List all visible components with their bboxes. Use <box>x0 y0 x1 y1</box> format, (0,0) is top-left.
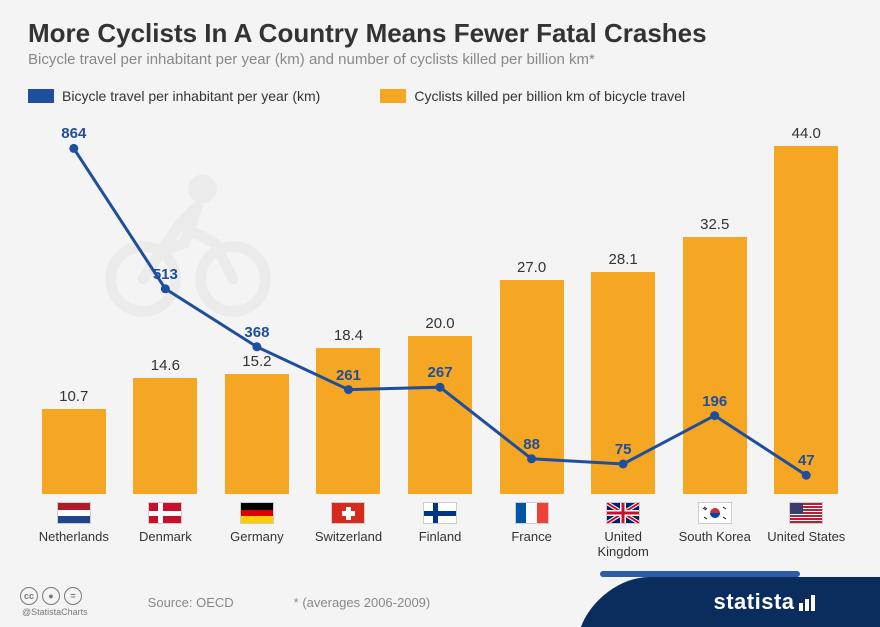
bar-value-label: 14.6 <box>151 357 180 374</box>
country-column: United States <box>761 502 853 560</box>
chart-header: More Cyclists In A Country Means Fewer F… <box>0 0 880 72</box>
country-name: United States <box>767 530 845 560</box>
bar-value-label: 10.7 <box>59 388 88 405</box>
chart-column: 15.2368 <box>211 374 303 494</box>
bar <box>408 336 472 494</box>
bar <box>225 374 289 494</box>
statista-logo: statista <box>713 589 816 615</box>
line-value-label: 196 <box>702 393 727 410</box>
country-column: Switzerland <box>303 502 395 560</box>
bar <box>774 146 838 494</box>
bar <box>133 378 197 494</box>
line-value-label: 513 <box>153 266 178 283</box>
chart-area: 10.786414.651315.236818.426120.026727.08… <box>28 114 852 494</box>
flag-icon <box>698 502 732 524</box>
country-column: South Korea <box>669 502 761 560</box>
bar-value-label: 27.0 <box>517 259 546 276</box>
country-name: South Korea <box>679 530 751 560</box>
bars-container: 10.786414.651315.236818.426120.026727.08… <box>28 114 852 494</box>
chart-column: 27.088 <box>486 280 578 494</box>
flag-icon <box>240 502 274 524</box>
source-text: Source: OECD <box>148 595 234 610</box>
chart-column: 14.6513 <box>120 378 212 494</box>
handle: @StatistaCharts <box>22 607 88 617</box>
cc-nd-icon: = <box>64 587 82 605</box>
chart-title: More Cyclists In A Country Means Fewer F… <box>28 18 852 49</box>
logo-container: statista <box>650 577 880 627</box>
flag-icon <box>148 502 182 524</box>
country-name: Netherlands <box>39 530 109 560</box>
country-column: France <box>486 502 578 560</box>
flag-icon <box>789 502 823 524</box>
chart-column: 32.5196 <box>669 237 761 494</box>
bar-value-label: 18.4 <box>334 327 363 344</box>
legend-item-killed: Cyclists killed per billion km of bicycl… <box>380 88 685 104</box>
legend-swatch-line <box>28 89 54 103</box>
country-name: Denmark <box>139 530 192 560</box>
line-value-label: 267 <box>428 364 453 381</box>
bar <box>591 272 655 494</box>
chart-column: 28.175 <box>577 272 669 494</box>
bar-value-label: 15.2 <box>242 353 271 370</box>
country-name: Finland <box>419 530 462 560</box>
legend-swatch-bar <box>380 89 406 103</box>
flag-icon <box>606 502 640 524</box>
cc-icon: cc <box>20 587 38 605</box>
bar <box>683 237 747 494</box>
bar-value-label: 20.0 <box>425 315 454 332</box>
line-value-label: 75 <box>615 441 632 458</box>
bar <box>42 409 106 494</box>
country-name: France <box>511 530 551 560</box>
country-name: Switzerland <box>315 530 382 560</box>
bar-value-label: 44.0 <box>792 125 821 142</box>
cc-by-icon: ● <box>42 587 60 605</box>
chart-subtitle: Bicycle travel per inhabitant per year (… <box>28 51 852 68</box>
country-column: Finland <box>394 502 486 560</box>
country-name: Germany <box>230 530 283 560</box>
chart-column: 44.047 <box>761 146 853 494</box>
footnote: * (averages 2006-2009) <box>294 595 431 610</box>
attribution: cc ● = @StatistaCharts <box>20 587 88 617</box>
flag-icon <box>331 502 365 524</box>
country-column: United Kingdom <box>577 502 669 560</box>
bar <box>500 280 564 494</box>
line-value-label: 368 <box>244 324 269 341</box>
chart-column: 10.7864 <box>28 409 120 494</box>
line-value-label: 261 <box>336 367 361 384</box>
flag-icon <box>515 502 549 524</box>
country-column: Germany <box>211 502 303 560</box>
flag-icon <box>423 502 457 524</box>
line-value-label: 88 <box>523 436 540 453</box>
line-value-label: 47 <box>798 452 815 469</box>
flag-icon <box>57 502 91 524</box>
country-column: Netherlands <box>28 502 120 560</box>
chart-column: 18.4261 <box>303 348 395 494</box>
legend-item-travel: Bicycle travel per inhabitant per year (… <box>28 88 320 104</box>
country-name: United Kingdom <box>577 530 669 560</box>
cc-icons: cc ● = <box>20 587 88 605</box>
country-column: Denmark <box>120 502 212 560</box>
footer: cc ● = @StatistaCharts Source: OECD * (a… <box>0 577 880 627</box>
legend-label-travel: Bicycle travel per inhabitant per year (… <box>62 88 320 104</box>
legend: Bicycle travel per inhabitant per year (… <box>0 72 880 104</box>
bar-value-label: 32.5 <box>700 216 729 233</box>
legend-label-killed: Cyclists killed per billion km of bicycl… <box>414 88 685 104</box>
bar-value-label: 28.1 <box>609 251 638 268</box>
line-value-label: 864 <box>61 125 86 142</box>
x-axis-labels: Netherlands Denmark Germany Switzerland Finl… <box>28 502 852 560</box>
chart-column: 20.0267 <box>394 336 486 494</box>
